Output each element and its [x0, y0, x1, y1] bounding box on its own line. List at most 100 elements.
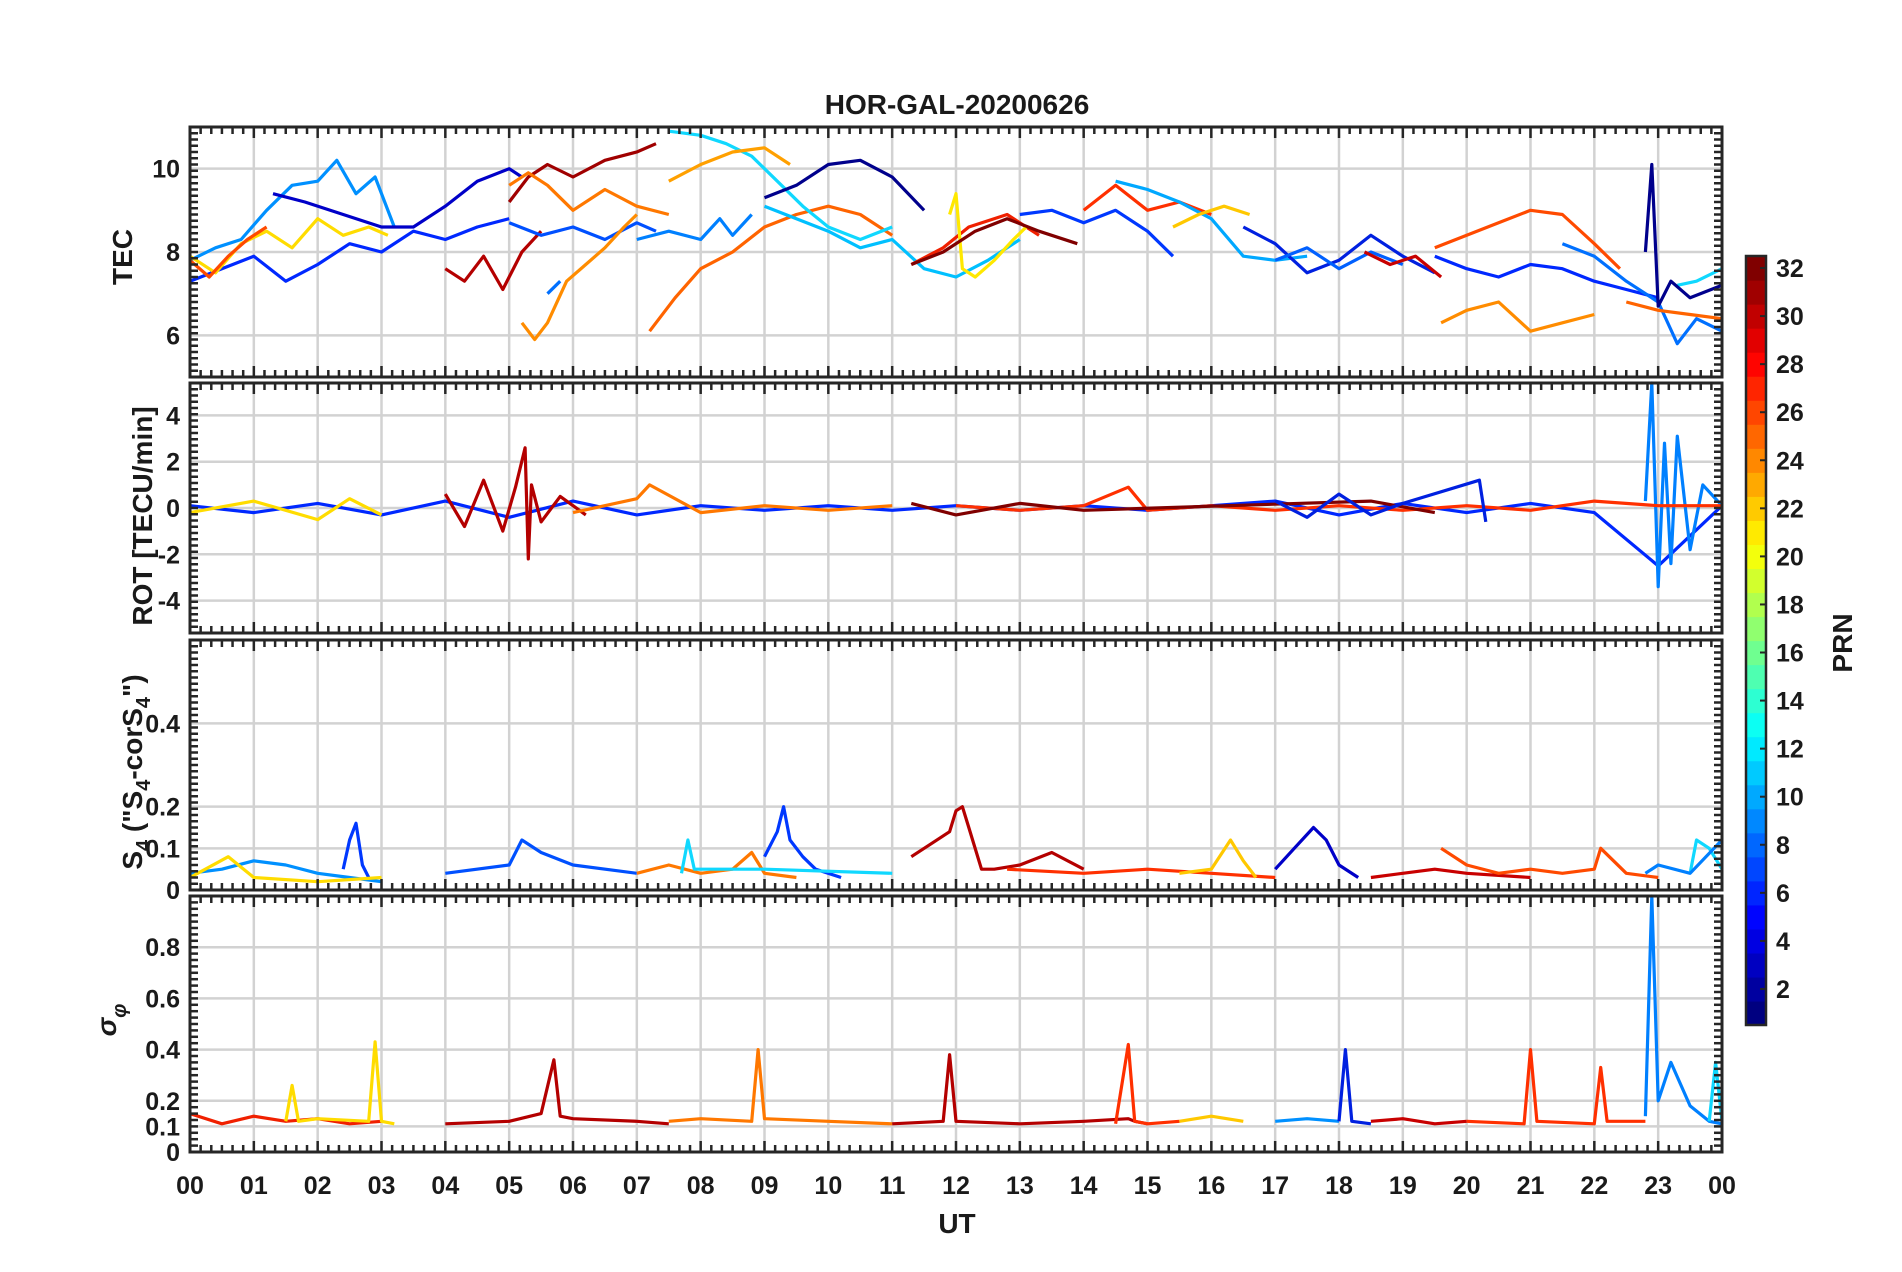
x-tick-label: 19	[1389, 1172, 1417, 1200]
series-line-prn-10	[189, 158, 396, 262]
series-line-prn-27	[1007, 867, 1276, 880]
colorbar-bin	[1746, 592, 1766, 618]
y-tick-label: -2	[158, 541, 180, 569]
x-tick-label: 14	[1070, 1172, 1098, 1200]
colorbar-tick-label: 10	[1776, 784, 1804, 812]
colorbar-tick-label: 22	[1776, 495, 1804, 523]
series-line-prn-7	[1274, 246, 1404, 271]
ylabel-rot: ROT [TECU/min]	[127, 406, 158, 625]
panel-S4: 0 0.1 0.2 0.4	[145, 638, 1724, 905]
y-tick-label: 4	[166, 402, 180, 430]
x-tick-label: 23	[1644, 1172, 1672, 1200]
x-tick-label: 04	[431, 1172, 459, 1200]
panel-ROT: -4 -2 0 2 4	[158, 381, 1724, 635]
colorbar-tick-label: 26	[1776, 399, 1804, 427]
y-tick-label: 0.1	[145, 835, 180, 863]
x-tick-label: 15	[1134, 1172, 1162, 1200]
x-tick-label: 18	[1325, 1172, 1353, 1200]
colorbar-bin	[1746, 880, 1766, 906]
colorbar-bin	[1746, 808, 1766, 834]
series-line-prn-8	[1644, 838, 1724, 875]
colorbar-bin	[1746, 664, 1766, 690]
figure-title: HOR-GAL-20200626	[825, 89, 1090, 120]
colorbar-bin	[1746, 328, 1766, 353]
x-tick-label: 07	[623, 1172, 651, 1200]
series-line-prn-20	[189, 497, 383, 522]
colorbar-bin	[1746, 736, 1766, 762]
y-tick-label: 0.6	[145, 985, 180, 1013]
colorbar-bin	[1746, 352, 1766, 377]
y-tick-label: 8	[166, 239, 180, 267]
colorbar-bin	[1746, 856, 1766, 882]
x-tick-label: 13	[1006, 1172, 1034, 1200]
y-tick-label: 0.4	[145, 710, 180, 738]
series-line-prn-30	[444, 230, 543, 292]
y-tick-label: 0.4	[145, 1037, 180, 1065]
y-tick-label: 0	[166, 495, 180, 523]
series-line-prn-5	[445, 838, 638, 875]
colorbar-label: PRN	[1827, 613, 1858, 672]
minor-ticks	[188, 381, 1724, 635]
series-line-prn-26	[1434, 208, 1622, 270]
series-line-prn-8	[636, 213, 753, 242]
minor-ticks	[188, 894, 1724, 1154]
colorbar-bin	[1746, 280, 1766, 305]
x-tick-label: 22	[1580, 1172, 1608, 1200]
series-line-prn-13	[668, 129, 893, 242]
panel-sigma_phi: 00.10.2 0.4 0.6 0.8	[145, 894, 1724, 1167]
colorbar-bin	[1746, 904, 1766, 930]
colorbar-bin	[1746, 976, 1766, 1002]
colorbar-tick-label: 20	[1776, 543, 1804, 571]
colorbar-bin	[1746, 424, 1766, 449]
colorbar-bin	[1746, 832, 1766, 858]
x-tick-label: 00	[176, 1172, 204, 1200]
x-tick-label: 01	[240, 1172, 268, 1200]
series-line-prn-27	[1114, 1042, 1180, 1126]
series-line-prn-29	[1363, 250, 1443, 279]
x-tick-label: 00	[1708, 1172, 1736, 1200]
colorbar-tick-label: 24	[1776, 447, 1804, 475]
colorbar-bin	[1746, 616, 1766, 642]
x-tick-label: 12	[942, 1172, 970, 1200]
series-line-prn-2	[1274, 825, 1360, 879]
series-line-prn-3	[1434, 254, 1659, 300]
minor-ticks	[188, 638, 1724, 892]
x-tick-label: 02	[304, 1172, 332, 1200]
x-tick-label: 20	[1453, 1172, 1481, 1200]
colorbar-bin	[1746, 640, 1766, 666]
series-line-prn-21	[1179, 838, 1258, 879]
colorbar-tick-label: 18	[1776, 591, 1804, 619]
series-line-prn-12	[763, 204, 1021, 279]
series-line-prn-26	[1440, 846, 1659, 880]
series-line-prn-30	[910, 805, 1085, 871]
colorbar-tick-label: 12	[1776, 736, 1804, 764]
colorbar-tick-label: 32	[1776, 255, 1804, 283]
colorbar-tick-label: 6	[1776, 880, 1790, 908]
series-line-prn-32	[910, 217, 1078, 266]
x-tick-label: 17	[1261, 1172, 1289, 1200]
series-line-prn-30	[445, 1058, 669, 1126]
series-line-prn-2	[272, 167, 523, 229]
series-line-prn-4	[341, 821, 371, 879]
y-tick-label: 10	[152, 156, 180, 184]
colorbar-bin	[1746, 544, 1766, 570]
y-tick-label: 0.2	[145, 1088, 180, 1116]
series-line-prn-13	[679, 838, 893, 875]
x-tick-label: 08	[687, 1172, 715, 1200]
x-tick-label: 05	[495, 1172, 523, 1200]
colorbar-bin	[1746, 952, 1766, 978]
y-tick-label: 0	[166, 1139, 180, 1167]
series-line-prn-1	[1643, 162, 1723, 308]
colorbar-bin	[1746, 448, 1766, 473]
colorbar-bin	[1746, 784, 1766, 810]
series-line-prn-31	[507, 142, 657, 203]
series-line-prn-4	[1019, 208, 1175, 258]
series-line-prn-26	[188, 225, 268, 279]
minor-ticks	[188, 125, 1724, 379]
colorbar-tick-label: 2	[1776, 976, 1790, 1004]
series-line-prn-10	[1275, 1117, 1340, 1123]
series-line-prn-24	[572, 483, 893, 515]
series-line-prn-21	[1172, 204, 1251, 229]
series-line-prn-1	[763, 158, 926, 212]
